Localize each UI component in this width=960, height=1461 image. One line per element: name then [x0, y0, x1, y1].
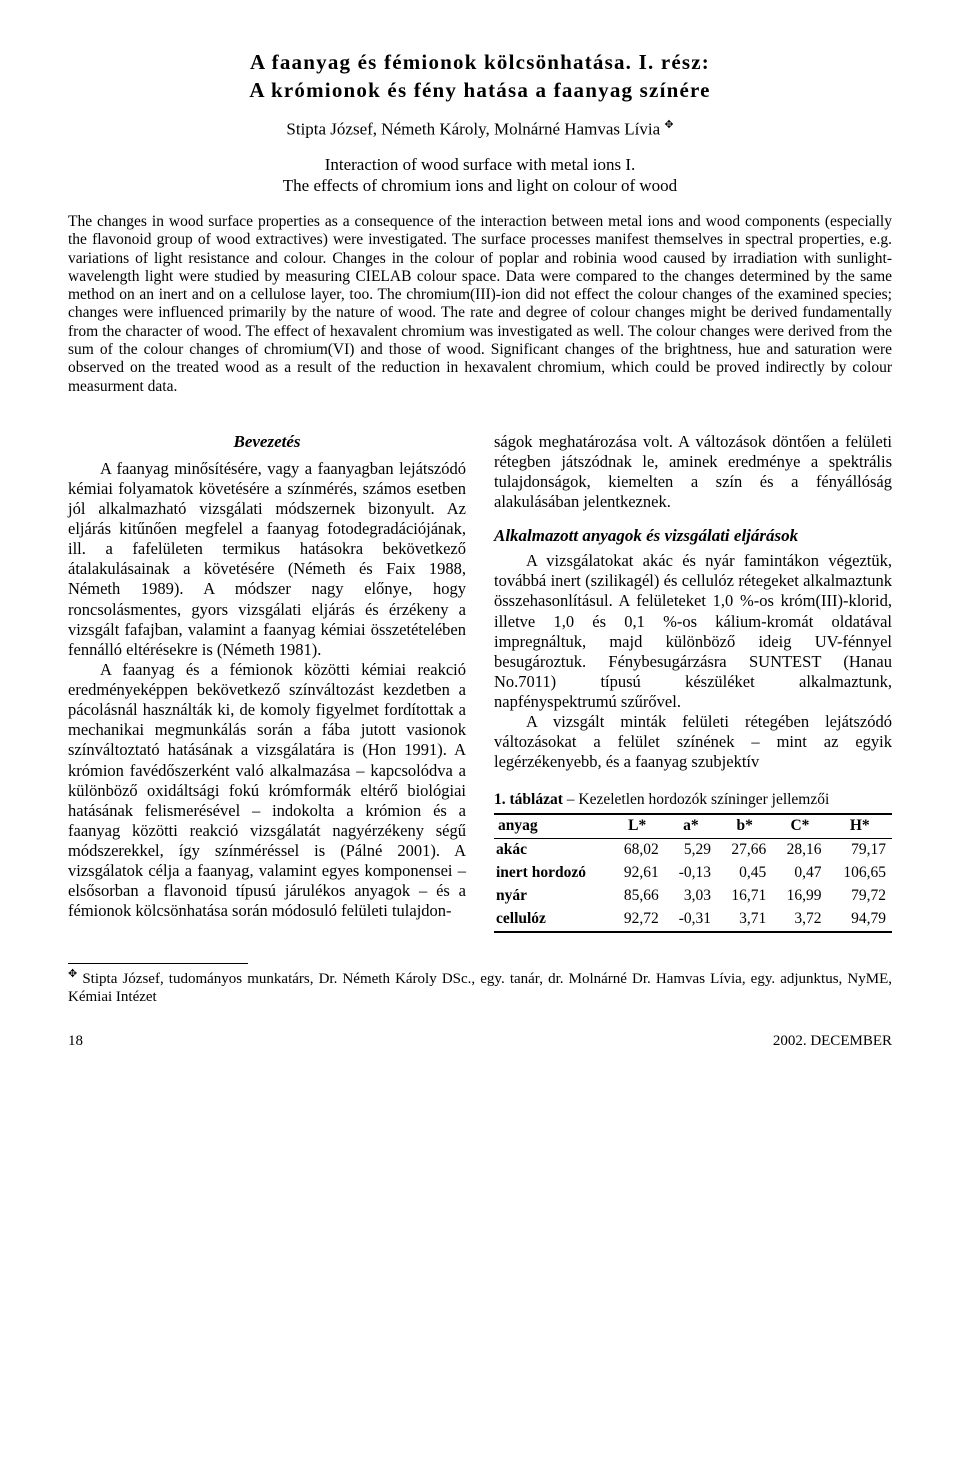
- authors: Stipta József, Németh Károly, Molnárné H…: [286, 120, 660, 139]
- right-para-2: A vizsgálatokat akác és nyár famintákon …: [494, 551, 892, 712]
- footnote: ✥ Stipta József, tudományos munkatárs, D…: [68, 968, 892, 1006]
- two-column-body: Bevezetés A faanyag minősítésére, vagy a…: [68, 432, 892, 933]
- section-heading-methods: Alkalmazott anyagok és vizsgálati eljárá…: [494, 526, 892, 547]
- right-para-3: A vizsgált minták felületi rétegében lej…: [494, 712, 892, 772]
- author-footnote-mark: ✥: [664, 119, 673, 131]
- table-caption: 1. táblázat – Kezeletlen hordozók színin…: [494, 791, 892, 810]
- left-column: Bevezetés A faanyag minősítésére, vagy a…: [68, 432, 466, 933]
- table-row: cellulóz 92,72 -0,31 3,71 3,72 94,79: [494, 908, 892, 932]
- right-column: ságok meghatározása volt. A változások d…: [494, 432, 892, 933]
- section-heading-bevezetes: Bevezetés: [68, 432, 466, 453]
- col-b: b*: [717, 814, 772, 838]
- footnote-mark: ✥: [68, 968, 77, 980]
- issue-date: 2002. DECEMBER: [773, 1032, 892, 1050]
- col-H: H*: [828, 814, 892, 838]
- col-L: L*: [610, 814, 665, 838]
- table-row: nyár 85,66 3,03 16,71 16,99 79,72: [494, 885, 892, 908]
- col-anyag: anyag: [494, 814, 610, 838]
- table-row: inert hordozó 92,61 -0,13 0,45 0,47 106,…: [494, 862, 892, 885]
- page-number: 18: [68, 1032, 83, 1050]
- table-caption-text: – Kezeletlen hordozók színinger jellemző…: [563, 791, 829, 808]
- col-C: C*: [772, 814, 827, 838]
- table-caption-num: 1. táblázat: [494, 791, 563, 808]
- left-para-2: A faanyag és a fémionok közötti kémiai r…: [68, 660, 466, 922]
- col-a: a*: [665, 814, 717, 838]
- title-line1: A faanyag és fémionok kölcsönhatása. I. …: [68, 50, 892, 76]
- color-table: anyag L* a* b* C* H* akác 68,02 5,29 27,…: [494, 813, 892, 933]
- footnote-rule: [68, 963, 248, 964]
- footnote-text: Stipta József, tudományos munkatárs, Dr.…: [68, 971, 892, 1005]
- english-title: Interaction of wood surface with metal i…: [68, 155, 892, 176]
- page-footer: 18 2002. DECEMBER: [68, 1032, 892, 1050]
- authors-line: Stipta József, Németh Károly, Molnárné H…: [68, 119, 892, 140]
- abstract: The changes in wood surface properties a…: [68, 213, 892, 396]
- title-line2: A krómionok és fény hatása a faanyag szí…: [68, 78, 892, 104]
- right-para-cont: ságok meghatározása volt. A változások d…: [494, 432, 892, 513]
- english-subtitle: The effects of chromium ions and light o…: [68, 176, 892, 197]
- table-row: akác 68,02 5,29 27,66 28,16 79,17: [494, 839, 892, 862]
- left-para-1: A faanyag minősítésére, vagy a faanyagba…: [68, 459, 466, 660]
